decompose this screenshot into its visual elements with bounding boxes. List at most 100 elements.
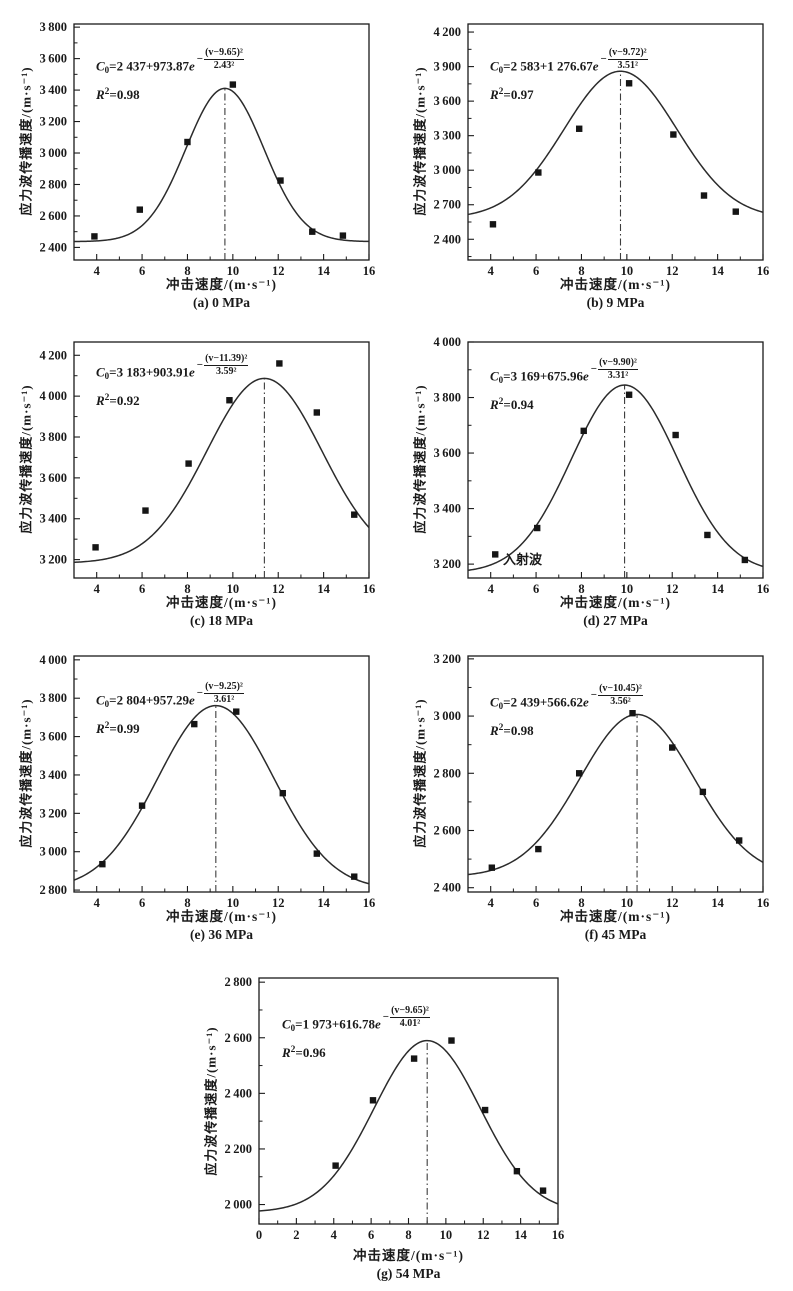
svg-text:4 200: 4 200 — [39, 348, 67, 362]
plot-area-b: 4 6 8 10 12 14 16 2 400 2 700 3 000 3 300 3 600 3 90… — [433, 23, 770, 278]
y-axis-label: 应力波传播速度/(m·s⁻¹) — [203, 1026, 219, 1176]
eq-denominator: 3.51² — [617, 59, 638, 71]
eq-body: =2 437+973.87 — [109, 58, 189, 74]
svg-text:8: 8 — [405, 1228, 411, 1242]
y-axis-label: 应力波传播速度/(m·s⁻¹) — [412, 698, 428, 848]
x-axis-label: 冲击速度/(m·s⁻¹) — [166, 277, 277, 292]
svg-text:3 600: 3 600 — [433, 446, 461, 460]
eq-e: e — [375, 1016, 381, 1032]
svg-text:2 800: 2 800 — [433, 766, 461, 780]
svg-text:4: 4 — [488, 264, 495, 278]
svg-text:14: 14 — [514, 1228, 527, 1242]
svg-text:2 800: 2 800 — [39, 883, 67, 897]
r-squared-label: R2=0.97 — [490, 87, 534, 102]
y-axis-ticks: 3 200 3 400 3 600 3 800 4 000 — [433, 335, 474, 571]
svg-text:10: 10 — [621, 582, 634, 596]
eq-e: e — [189, 364, 195, 380]
eq-exponent: − (v−9.90)² 3.31² — [590, 357, 638, 381]
svg-text:2: 2 — [293, 1228, 299, 1242]
svg-text:14: 14 — [711, 264, 724, 278]
svg-text:2 600: 2 600 — [39, 209, 67, 223]
eq-e: e — [583, 368, 589, 384]
svg-text:12: 12 — [666, 896, 679, 910]
svg-text:6: 6 — [368, 1228, 374, 1242]
y-axis-label: 应力波传播速度/(m·s⁻¹) — [412, 384, 428, 534]
eq-denominator: 3.56² — [610, 695, 631, 707]
chart-g-54mpa: 0 2 4 6 8 10 12 14 16 2 000 2 200 2 400 2 600 2 800 应… — [188, 956, 612, 1290]
y-axis-ticks: 2 000 2 200 2 400 2 600 2 800 — [224, 975, 265, 1212]
svg-text:2 000: 2 000 — [224, 1198, 252, 1212]
svg-text:4: 4 — [488, 582, 495, 596]
svg-text:12: 12 — [477, 1228, 490, 1242]
eq-body: =1 973+616.78 — [295, 1016, 375, 1032]
eq-subscript: 0 — [498, 65, 504, 76]
svg-text:10: 10 — [227, 264, 240, 278]
svg-text:2 400: 2 400 — [39, 240, 67, 254]
svg-text:2 800: 2 800 — [224, 975, 252, 989]
plot-area-a: 4 6 8 10 12 14 16 2 400 2 600 2 800 3 000 3 200 3 40… — [39, 20, 376, 278]
eq-denominator: 2.43² — [213, 59, 235, 71]
eq-subscript: 0 — [290, 1023, 296, 1034]
svg-text:16: 16 — [757, 264, 770, 278]
svg-text:6: 6 — [533, 896, 539, 910]
x-axis-ticks: 4 6 8 10 12 14 16 — [73, 886, 375, 910]
fit-curve — [73, 87, 370, 243]
svg-text:8: 8 — [184, 582, 190, 596]
svg-text:4: 4 — [94, 896, 101, 910]
fit-curve — [467, 713, 764, 876]
subplot-caption: (b) 9 MPa — [586, 295, 645, 310]
eq-denominator: 3.59² — [215, 365, 237, 377]
chart-d-27mpa: 4 6 8 10 12 14 16 3 200 3 400 3 600 3 800 4 000 入射波 … — [398, 320, 788, 632]
svg-text:4 000: 4 000 — [39, 389, 67, 403]
svg-text:6: 6 — [533, 582, 539, 596]
svg-text:10: 10 — [621, 264, 634, 278]
svg-text:2 400: 2 400 — [433, 232, 461, 246]
eq-variable: C — [96, 364, 105, 380]
svg-text:3 400: 3 400 — [39, 512, 67, 526]
r-squared-label: R2=0.98 — [490, 723, 534, 738]
svg-text:14: 14 — [317, 582, 330, 596]
svg-text:2 400: 2 400 — [433, 881, 461, 895]
eq-variable: C — [490, 58, 499, 74]
data-points — [99, 708, 358, 880]
svg-text:12: 12 — [272, 264, 285, 278]
y-axis-ticks: 3 200 3 400 3 600 3 800 4 000 4 200 — [39, 348, 80, 567]
svg-text:3 300: 3 300 — [433, 129, 461, 143]
svg-text:6: 6 — [139, 264, 145, 278]
eq-e: e — [189, 692, 195, 708]
svg-text:4: 4 — [94, 582, 101, 596]
plot-frame — [73, 655, 370, 893]
x-axis-label: 冲击速度/(m·s⁻¹) — [560, 277, 671, 292]
plot-frame — [73, 341, 370, 579]
svg-text:2 600: 2 600 — [224, 1031, 252, 1045]
svg-text:2 200: 2 200 — [224, 1142, 252, 1156]
data-points — [332, 1037, 547, 1194]
eq-variable: C — [96, 692, 105, 708]
eq-exponent: − (v−10.45)² 3.56² — [590, 683, 643, 707]
eq-numerator: (v−10.45)² — [598, 683, 643, 696]
chart-b-9mpa: 4 6 8 10 12 14 16 2 400 2 700 3 000 3 300 3 600 3 90… — [398, 2, 788, 314]
svg-text:14: 14 — [317, 896, 330, 910]
x-axis-ticks: 4 6 8 10 12 14 16 — [467, 254, 770, 278]
x-axis-label: 冲击速度/(m·s⁻¹) — [166, 909, 277, 924]
data-points — [492, 391, 749, 564]
svg-text:4 000: 4 000 — [433, 335, 461, 349]
chart-c-18mpa: 4 6 8 10 12 14 16 3 200 3 400 3 600 3 800 4 000 4 20… — [4, 320, 394, 632]
svg-text:14: 14 — [711, 896, 724, 910]
svg-text:10: 10 — [440, 1228, 453, 1242]
y-axis-label: 应力波传播速度/(m·s⁻¹) — [18, 66, 34, 216]
fit-equation: C0=3 183+903.91e − (v−11.39)² 3.59² — [96, 353, 249, 386]
x-axis-ticks: 4 6 8 10 12 14 16 — [467, 886, 769, 910]
plot-frame — [73, 23, 370, 261]
eq-exponent: − (v−9.65)² 2.43² — [196, 47, 244, 71]
x-axis-ticks: 0 2 4 6 8 10 12 14 16 — [256, 1218, 564, 1242]
svg-text:3 200: 3 200 — [39, 553, 67, 567]
svg-text:8: 8 — [184, 264, 190, 278]
fit-equation: C0=2 439+566.62e − (v−10.45)² 3.56² — [490, 683, 643, 716]
svg-text:3 200: 3 200 — [433, 652, 461, 666]
svg-text:16: 16 — [363, 264, 376, 278]
svg-text:3 000: 3 000 — [433, 163, 461, 177]
subplot-caption: (d) 27 MPa — [583, 613, 648, 628]
x-axis-ticks: 4 6 8 10 12 14 16 — [73, 572, 375, 596]
